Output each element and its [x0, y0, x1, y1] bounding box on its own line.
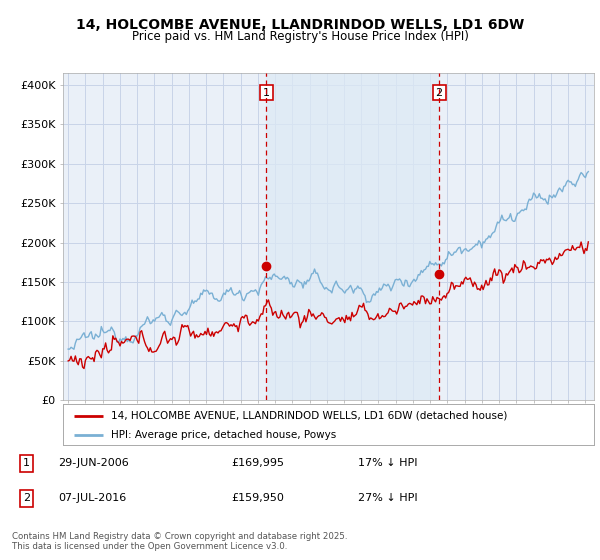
Bar [266, 73, 439, 400]
Text: 2: 2 [23, 493, 30, 503]
Text: HPI: Average price, detached house, Powys: HPI: Average price, detached house, Powy… [111, 430, 336, 440]
Text: £169,995: £169,995 [231, 459, 284, 468]
Text: 2: 2 [436, 87, 443, 97]
Text: Price paid vs. HM Land Registry's House Price Index (HPI): Price paid vs. HM Land Registry's House … [131, 30, 469, 43]
Text: Contains HM Land Registry data © Crown copyright and database right 2025.
This d: Contains HM Land Registry data © Crown c… [12, 532, 347, 551]
Text: 17% ↓ HPI: 17% ↓ HPI [358, 459, 417, 468]
Text: £159,950: £159,950 [231, 493, 284, 503]
Text: 1: 1 [23, 459, 30, 468]
Text: 14, HOLCOMBE AVENUE, LLANDRINDOD WELLS, LD1 6DW: 14, HOLCOMBE AVENUE, LLANDRINDOD WELLS, … [76, 18, 524, 32]
Text: 1: 1 [263, 87, 270, 97]
Text: 27% ↓ HPI: 27% ↓ HPI [358, 493, 417, 503]
Text: 07-JUL-2016: 07-JUL-2016 [58, 493, 127, 503]
Text: 14, HOLCOMBE AVENUE, LLANDRINDOD WELLS, LD1 6DW (detached house): 14, HOLCOMBE AVENUE, LLANDRINDOD WELLS, … [111, 411, 507, 421]
Text: 29-JUN-2006: 29-JUN-2006 [58, 459, 129, 468]
